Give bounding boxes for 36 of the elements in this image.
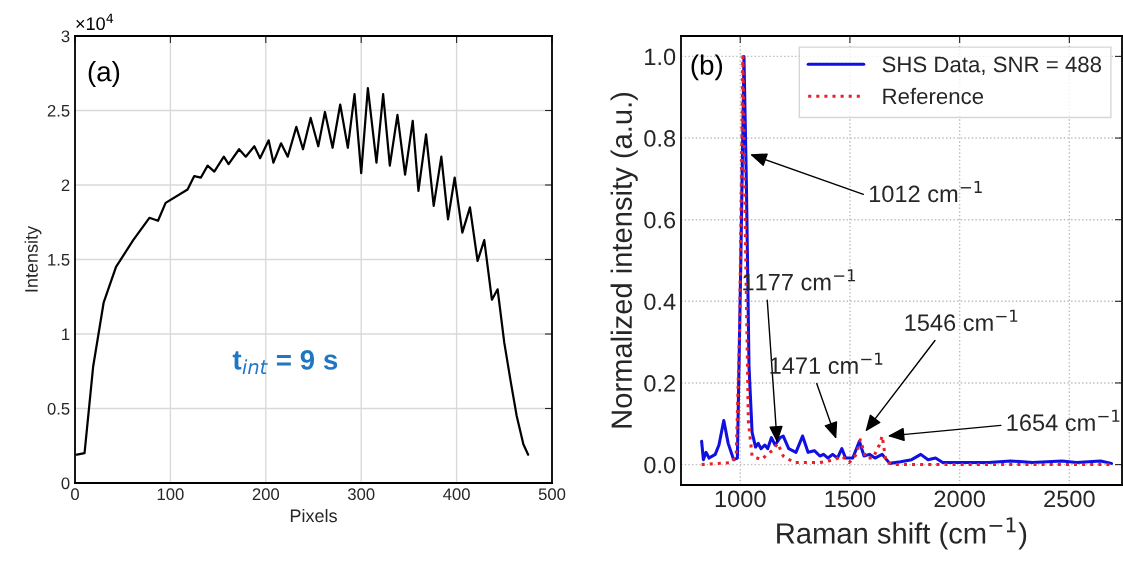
y-axis-title: Normalized intensity (a.u.) (610, 92, 638, 428)
text: ×10$^{4}$ (76, 13, 114, 31)
annotation: 1012 cm$^{−1}$ (869, 180, 982, 203)
y-tick-label: 0.4 (644, 293, 676, 311)
y-tick-label: 0 (61, 477, 70, 490)
x-axis-title: Raman shift (cm$^{−1}$) (777, 517, 1027, 550)
annotation: t$_{int}$ = 9 s (232, 350, 338, 374)
x-tick-label: 1500 (825, 490, 876, 508)
y-tick-label: 0.2 (644, 375, 675, 392)
y-axis-title: Intensity (24, 225, 42, 292)
y-tick-label: 0.5 (47, 402, 70, 415)
x-tick-label: 500 (538, 488, 566, 501)
annotation: (b) (691, 54, 723, 81)
y-tick-label: 1.0 (645, 48, 676, 66)
y-tick-label: 2 (61, 179, 70, 192)
x-tick-label: 300 (347, 488, 375, 501)
y-tick-label: 1 (62, 328, 70, 341)
annotation: 1546 cm$^{−1}$ (905, 309, 1018, 332)
annotation: (a) (88, 61, 120, 87)
x-tick-label: 2000 (934, 490, 985, 508)
y-tick-label: 0.6 (644, 211, 676, 229)
x-tick-label: 400 (443, 488, 470, 501)
y-tick-label: 0.0 (644, 456, 676, 474)
y-tick-label: 1.5 (48, 254, 70, 266)
y-tick-label: 3 (61, 30, 70, 43)
legend-label: Reference (883, 87, 984, 105)
y-tick-label: 2.5 (47, 104, 70, 117)
legend-label: SHS Data, SNR = 488 (882, 56, 1102, 75)
x-tick-label: 100 (157, 488, 184, 501)
y-tick-label: 0.8 (644, 130, 676, 147)
x-tick-label: 0 (71, 488, 79, 501)
x-tick-label: 2500 (1044, 490, 1095, 508)
annotation: 1654 cm$^{−1}$ (1007, 409, 1120, 432)
x-tick-label: 200 (252, 488, 280, 501)
x-axis-title: Pixels (290, 508, 337, 523)
x-tick-label: 1000 (715, 490, 766, 508)
